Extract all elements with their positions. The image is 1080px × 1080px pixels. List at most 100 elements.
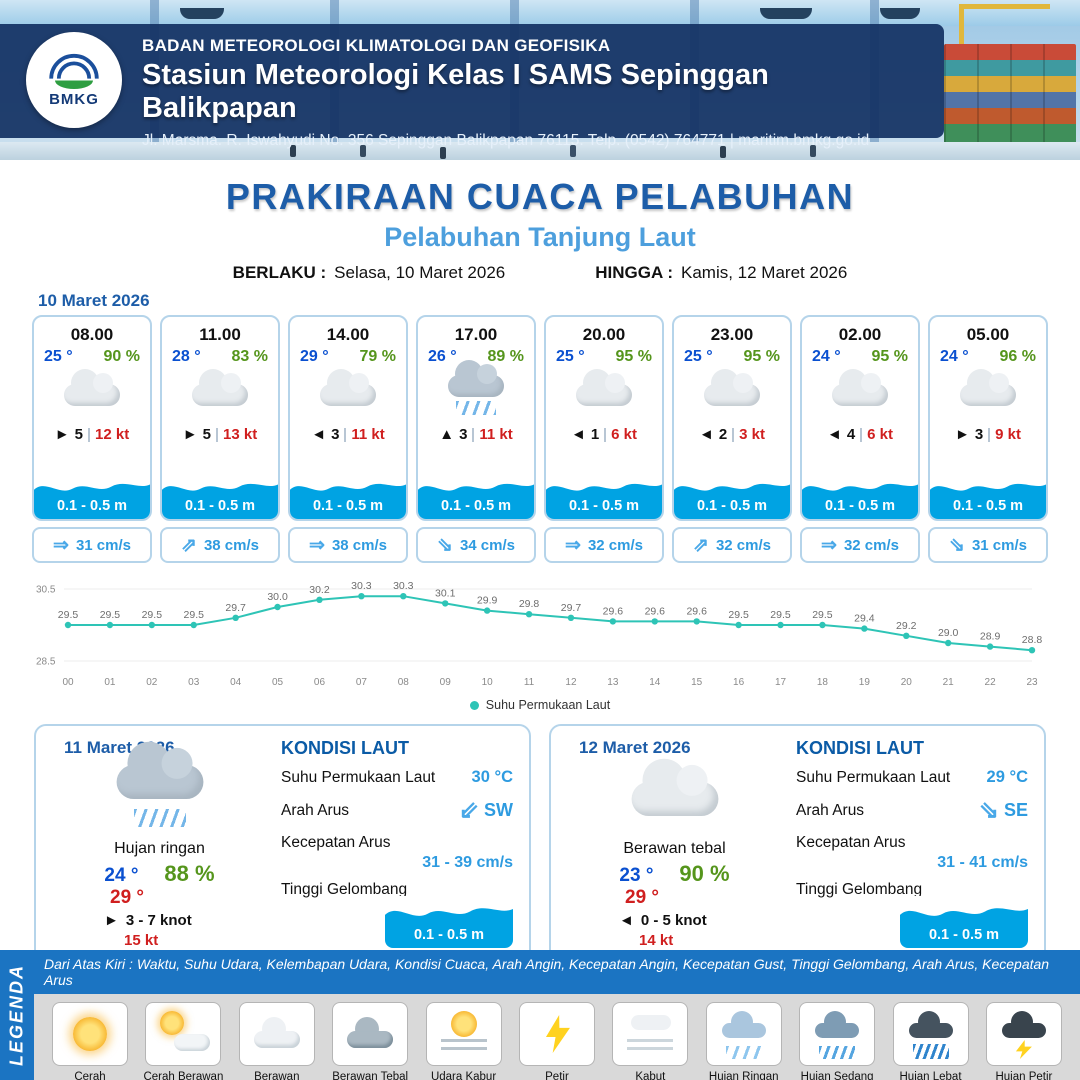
medium-rain-icon xyxy=(800,1003,874,1065)
air-temperature: 25 ° xyxy=(556,348,585,365)
valid-from-value: Selasa, 10 Maret 2026 xyxy=(334,263,506,282)
daily-forecast-card: 12 Maret 2026 Berawan tebal 23 ° 90 % 29 … xyxy=(549,724,1046,964)
svg-text:19: 19 xyxy=(859,677,871,688)
wind-gust: 9 kt xyxy=(995,426,1022,443)
crane-icon xyxy=(959,4,1050,63)
station-name: Stasiun Meteorologi Kelas I SAMS Sepingg… xyxy=(142,59,769,124)
light-rain-icon xyxy=(707,1003,781,1065)
cloud-icon xyxy=(832,369,888,406)
divider xyxy=(604,427,607,442)
forecast-time: 02.00 xyxy=(838,325,882,344)
svg-text:11: 11 xyxy=(524,677,535,688)
ship-icon xyxy=(880,8,920,19)
air-temperature: 26 ° xyxy=(428,348,457,365)
sea-conditions: KONDISI LAUT Suhu Permukaan Laut 30 °C Ar… xyxy=(267,738,513,950)
current-direction-label: Arah Arus xyxy=(281,801,350,819)
svg-text:29.5: 29.5 xyxy=(184,609,205,621)
wave-height-label: Tinggi Gelombang xyxy=(796,881,923,898)
divider xyxy=(88,427,90,442)
current-box: ⇒ 38 cm/s xyxy=(288,527,408,563)
wind-speed: 3 xyxy=(974,426,984,443)
daily-weather-summary: 12 Maret 2026 Berawan tebal 23 ° 90 % 29 … xyxy=(567,738,782,950)
svg-text:04: 04 xyxy=(230,677,242,688)
wave-height-band: 0.1 - 0.5 m xyxy=(34,473,150,519)
condition-text: Hujan ringan xyxy=(114,840,205,857)
chart-legend-label: Suhu Permukaan Laut xyxy=(485,698,611,712)
sst-value: 29 °C xyxy=(986,768,1028,786)
validity-line: BERLAKU : Selasa, 10 Maret 2026 HINGGA :… xyxy=(0,263,1080,283)
wave-height: 0.1 - 0.5 m xyxy=(56,498,128,514)
svg-text:23: 23 xyxy=(1026,677,1038,688)
daily-forecast-card: 11 Maret 2026 Hujan ringan 24 ° 88 % 29 °… xyxy=(34,724,531,964)
legend-title: LEGENDA xyxy=(0,950,34,1080)
container-stack xyxy=(944,44,1076,144)
svg-text:17: 17 xyxy=(775,677,787,688)
svg-text:29.5: 29.5 xyxy=(728,609,749,621)
header-text: BADAN METEOROLOGI KLIMATOLOGI DAN GEOFIS… xyxy=(142,36,922,150)
legend-item: Hujan Lebat xyxy=(885,1002,977,1080)
current-direction-icon: ⇒ xyxy=(309,534,325,556)
thunderstorm-icon xyxy=(987,1003,1061,1065)
current-direction-icon: ⇒ xyxy=(821,534,837,556)
svg-text:29.6: 29.6 xyxy=(603,605,624,617)
current-direction-label: Arah Arus xyxy=(796,801,865,819)
humidity: 79 % xyxy=(359,348,396,365)
svg-text:02: 02 xyxy=(146,677,158,688)
svg-text:28.9: 28.9 xyxy=(980,631,1001,643)
humidity: 83 % xyxy=(231,348,268,365)
svg-text:30.3: 30.3 xyxy=(351,580,372,592)
svg-text:29.6: 29.6 xyxy=(645,605,666,617)
wave-height-band: 0.1 - 0.5 m xyxy=(802,473,918,519)
current-speed: 32 cm/s xyxy=(715,536,771,554)
sst-chart-section: 28.5 30.5 29.5 00 29.5 01 29.5 02 29.5 03 29.7 04 30… xyxy=(34,573,1046,712)
sst-value: 30 °C xyxy=(471,768,513,786)
wind-direction-icon: ◄ xyxy=(311,426,327,443)
hourly-forecast-row: 08.00 25 ° 90 % ► 5 12 kt 0.1 - 0.5 m ⇒ 31 c… xyxy=(0,315,1080,563)
current-direction-icon: ⇘ xyxy=(978,797,999,824)
svg-text:29.5: 29.5 xyxy=(58,609,79,621)
humidity: 95 % xyxy=(615,348,652,365)
cloud-icon xyxy=(240,1003,314,1065)
forecast-column: 08.00 25 ° 90 % ► 5 12 kt 0.1 - 0.5 m ⇒ 31 c… xyxy=(32,315,152,563)
weather-icon xyxy=(930,366,1046,424)
svg-text:29.4: 29.4 xyxy=(854,613,875,625)
wave-height: 0.1 - 0.5 m xyxy=(568,498,640,514)
wave-height: 0.1 - 0.5 m xyxy=(824,498,896,514)
condition-text: Berawan tebal xyxy=(623,840,726,857)
legend-section: LEGENDA Dari Atas Kiri : Waktu, Suhu Uda… xyxy=(0,950,1080,1080)
wave-height-band: 0.1 - 0.5 m xyxy=(546,473,662,519)
wave-height-label: Tinggi Gelombang xyxy=(281,881,408,898)
legend-item: Kabut xyxy=(604,1002,696,1080)
wave-height: 0.1 - 0.5 m xyxy=(312,498,384,514)
svg-text:20: 20 xyxy=(901,677,913,688)
wave-height-value: 0.1 - 0.5 m xyxy=(928,927,1000,943)
legend-item: Berawan Tebal xyxy=(324,1002,416,1080)
max-temperature: 29 ° xyxy=(110,887,145,908)
svg-text:28.8: 28.8 xyxy=(1022,634,1043,646)
divider xyxy=(988,427,991,442)
current-box: ⇗ 32 cm/s xyxy=(672,527,792,563)
current-box: ⇘ 31 cm/s xyxy=(928,527,1048,563)
cloud-icon xyxy=(576,369,632,406)
wave-height-band: 0.1 - 0.5 m xyxy=(290,473,406,519)
header-band xyxy=(0,24,944,138)
sea-conditions-title: KONDISI LAUT xyxy=(796,738,924,758)
bmkg-logo: BMKG xyxy=(26,32,122,128)
forecast-card: 17.00 26 ° 89 % ▲ 3 11 kt 0.1 - 0.5 m xyxy=(416,315,536,521)
svg-text:08: 08 xyxy=(398,677,410,688)
current-speed: 38 cm/s xyxy=(331,536,387,554)
weather-icon xyxy=(631,758,718,836)
chart-legend: Suhu Permukaan Laut xyxy=(34,698,1046,712)
daily-forecast-row: 11 Maret 2026 Hujan ringan 24 ° 88 % 29 °… xyxy=(0,712,1080,964)
svg-text:03: 03 xyxy=(188,677,200,688)
current-speed: 31 cm/s xyxy=(75,536,131,554)
wind-speed: 5 xyxy=(74,426,83,443)
current-speed: 32 cm/s xyxy=(587,536,643,554)
forecast-column: 02.00 24 ° 95 % ◄ 4 6 kt 0.1 - 0.5 m ⇒ 32 cm… xyxy=(800,315,920,563)
current-box: ⇒ 32 cm/s xyxy=(544,527,664,563)
svg-text:30.3: 30.3 xyxy=(393,580,414,592)
legend-item: Hujan Petir xyxy=(978,1002,1070,1080)
wind-gust: 6 kt xyxy=(867,426,894,443)
forecast-column: 17.00 26 ° 89 % ▲ 3 11 kt 0.1 - 0.5 m ⇘ 34 c… xyxy=(416,315,536,563)
forecast-time: 20.00 xyxy=(582,325,626,344)
